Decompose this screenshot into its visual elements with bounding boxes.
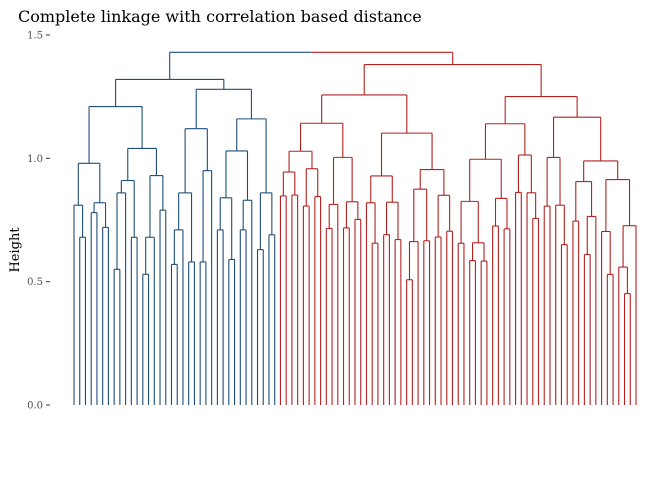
y-tick-label: 0.5: [27, 277, 43, 288]
dendrogram-branches: [73, 51, 637, 405]
y-tick-label: 0.0: [27, 401, 43, 412]
chart-title: Complete linkage with correlation based …: [18, 7, 422, 26]
y-tick-label: 1.0: [27, 154, 43, 165]
y-axis: 0.0 0.5 1.0 1.5: [27, 31, 50, 412]
y-tick-label: 1.5: [27, 31, 43, 42]
y-axis-label: Height: [8, 227, 23, 273]
